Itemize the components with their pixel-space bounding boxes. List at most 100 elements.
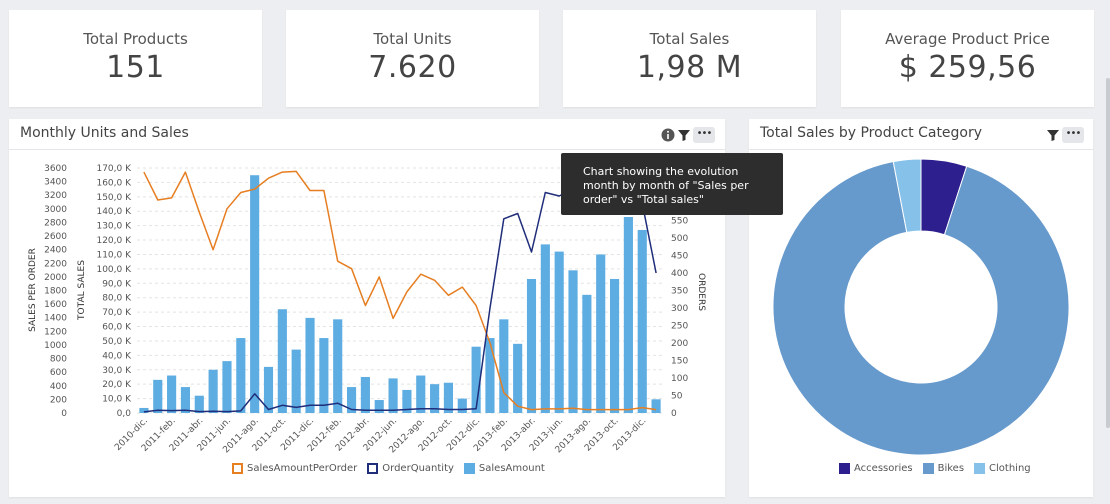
bar-sales-amount	[222, 361, 232, 413]
left-axis-tick: 600	[50, 368, 67, 378]
bar-sales-amount	[443, 382, 454, 413]
right-axis-label: ORDERS	[696, 273, 706, 311]
card-title: Monthly Units and Sales	[20, 125, 189, 141]
line-order-quantity	[143, 184, 657, 413]
right-axis-tick: 100	[671, 374, 688, 384]
legend-label: Bikes	[937, 463, 965, 474]
bar-sales-amount	[236, 338, 246, 413]
left-axis-tick: 2600	[44, 232, 67, 242]
left-axis-tick: 2200	[44, 259, 67, 269]
bar-sales-amount	[513, 343, 523, 413]
legend-item-bikes[interactable]: Bikes	[922, 463, 965, 474]
filter-icon[interactable]	[1045, 127, 1061, 143]
right-axis-tick: 450	[671, 252, 688, 262]
second-axis-tick: 60,0 K	[102, 323, 132, 333]
bar-sales-amount	[263, 366, 274, 413]
bar-sales-amount	[291, 349, 301, 413]
left-axis-tick: 1800	[44, 287, 67, 297]
bar-sales-amount	[623, 217, 633, 413]
bar-sales-amount	[388, 378, 398, 413]
card-header: Total Sales by Product Category •••	[749, 119, 1093, 150]
legend-swatch	[232, 463, 243, 474]
kpi-title: Total Products	[83, 30, 188, 48]
legend-item-sales-per-order[interactable]: SalesAmountPerOrder	[232, 463, 357, 474]
bar-sales-amount	[596, 254, 606, 413]
left-axis-label: SALES PER ORDER	[28, 248, 38, 332]
card-header: Monthly Units and Sales •••	[9, 119, 725, 150]
second-axis-tick: 0,0	[117, 409, 132, 419]
legend-label: SalesAmountPerOrder	[247, 463, 358, 474]
legend-swatch	[367, 463, 379, 474]
bar-sales-amount	[319, 338, 329, 413]
donut-legend: Accessories Bikes Clothing	[839, 463, 1041, 474]
legend-item-sales-amount[interactable]: SalesAmount	[463, 463, 545, 474]
bar-sales-amount	[374, 400, 384, 413]
legend-label: Clothing	[989, 463, 1031, 474]
bar-sales-amount	[250, 175, 260, 413]
left-axis-tick: 1400	[44, 314, 67, 324]
right-axis-tick: 500	[671, 234, 688, 244]
left-axis-tick: 1200	[44, 327, 67, 337]
left-axis-tick: 2800	[44, 218, 67, 228]
bar-sales-amount	[457, 398, 467, 413]
info-tooltip: Chart showing the evolution month by mon…	[561, 153, 783, 215]
bar-sales-amount	[609, 278, 620, 413]
line-sales-per-order	[143, 170, 657, 411]
right-axis-tick: 150	[671, 357, 688, 367]
second-axis-tick: 160,0 K	[96, 178, 132, 188]
bar-sales-amount	[526, 278, 537, 413]
bar-sales-amount	[471, 346, 481, 413]
page-scrollbar[interactable]	[1106, 78, 1110, 428]
right-axis-tick: 550	[671, 217, 688, 227]
second-axis-tick: 50,0 K	[102, 337, 132, 347]
left-axis-tick: 2000	[44, 273, 67, 283]
bar-sales-amount	[416, 375, 426, 413]
legend-item-order-quantity[interactable]: OrderQuantity	[367, 463, 454, 474]
info-icon[interactable]	[660, 127, 676, 143]
legend-item-clothing[interactable]: Clothing	[974, 463, 1031, 474]
second-axis-tick: 40,0 K	[102, 351, 132, 361]
right-axis-tick: 50	[671, 392, 683, 402]
more-options-button[interactable]: •••	[1062, 127, 1084, 143]
combo-legend: SalesAmountPerOrder OrderQuantity SalesA…	[232, 463, 555, 474]
right-axis-tick: 250	[671, 322, 688, 332]
left-axis-tick: 1000	[44, 341, 67, 351]
kpi-total-sales: Total Sales 1,98 M	[563, 10, 816, 107]
kpi-title: Total Units	[373, 30, 452, 48]
second-axis-label: TOTAL SALES	[77, 260, 87, 321]
second-axis-tick: 30,0 K	[102, 366, 132, 376]
left-axis-tick: 3200	[44, 191, 67, 201]
donut-slice-clothing	[892, 158, 922, 233]
second-axis-tick: 150,0 K	[96, 193, 132, 203]
legend-label: Accessories	[854, 463, 913, 474]
bar-sales-amount	[360, 376, 370, 413]
second-axis-tick: 100,0 K	[96, 265, 132, 275]
second-axis-tick: 10,0 K	[102, 395, 132, 405]
right-axis-tick: 400	[671, 269, 688, 279]
second-axis-tick: 130,0 K	[96, 222, 132, 232]
bar-sales-amount	[333, 319, 343, 413]
kpi-title: Average Product Price	[885, 30, 1050, 48]
legend-swatch	[922, 463, 934, 474]
kpi-total-units: Total Units 7.620	[286, 10, 539, 107]
bar-sales-amount	[402, 389, 412, 413]
legend-item-accessories[interactable]: Accessories	[839, 463, 913, 474]
bar-sales-amount	[554, 251, 564, 413]
kpi-value: 7.620	[368, 50, 457, 85]
bar-sales-amount	[540, 244, 550, 413]
left-axis-tick: 1600	[44, 300, 67, 310]
bar-sales-amount	[180, 387, 191, 413]
bar-sales-amount	[651, 399, 661, 413]
more-options-button[interactable]: •••	[693, 127, 715, 143]
second-axis-tick: 70,0 K	[102, 308, 132, 318]
bar-sales-amount	[139, 407, 149, 413]
left-axis-tick: 200	[50, 395, 67, 405]
bar-sales-amount	[568, 270, 578, 413]
filter-icon[interactable]	[676, 127, 692, 143]
bar-sales-amount	[430, 384, 440, 413]
left-axis-tick: 400	[50, 382, 67, 392]
bar-sales-amount	[582, 294, 592, 413]
right-axis-tick: 0	[671, 409, 677, 419]
legend-swatch	[974, 463, 986, 474]
left-axis-tick: 0	[61, 409, 67, 419]
